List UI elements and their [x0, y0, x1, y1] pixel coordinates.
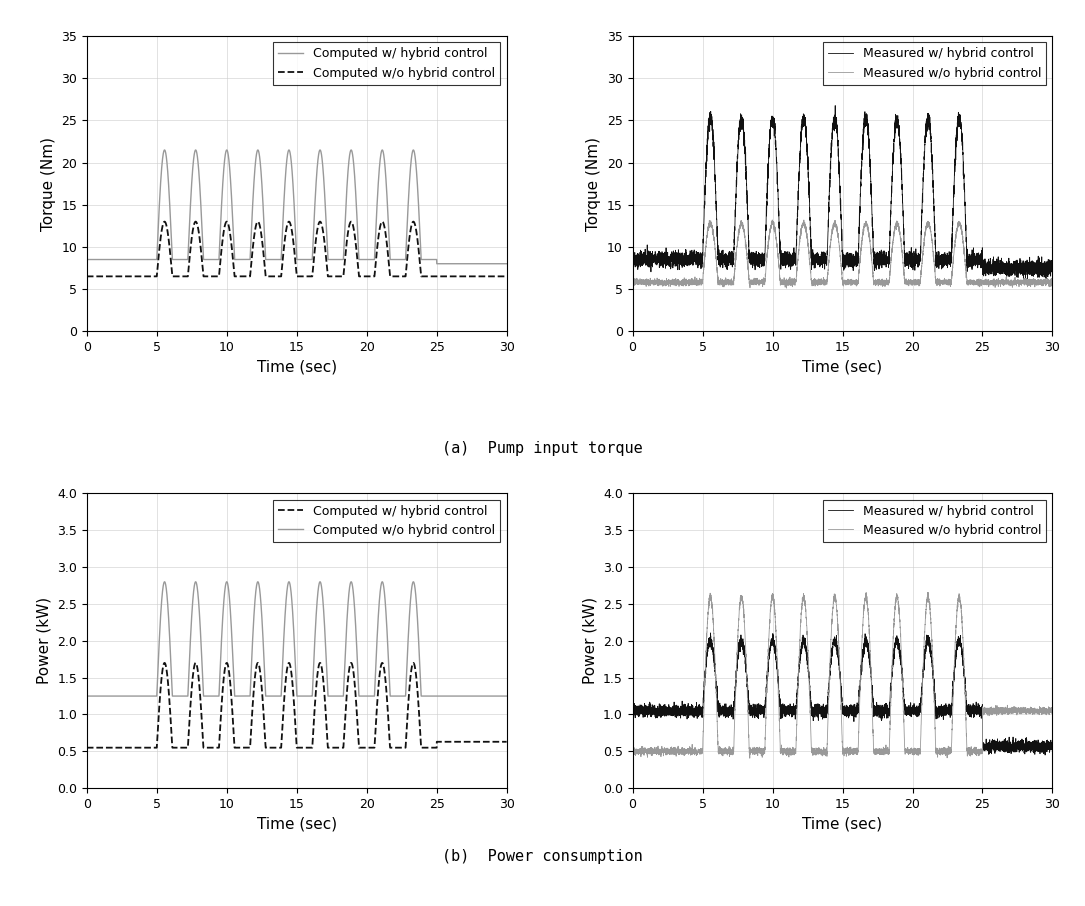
Computed w/o hybrid control: [182, 671, 195, 682]
Computed w/o hybrid control: [268, 690, 281, 701]
Computed w/o hybrid control: [178, 690, 191, 701]
Computed w/o hybrid control: [500, 690, 513, 701]
Computed w/o hybrid control: [268, 271, 281, 282]
Measured w/o hybrid control: [780, 283, 793, 294]
Measured w/ hybrid control: [814, 707, 827, 718]
Computed w/ hybrid control: [182, 728, 195, 739]
Measured w/o hybrid control: [724, 743, 737, 754]
X-axis label: Time (sec): Time (sec): [803, 360, 882, 374]
Measured w/ hybrid control: [626, 702, 639, 713]
Computed w/o hybrid control: [80, 690, 93, 701]
Measured w/o hybrid control: [814, 745, 827, 756]
Measured w/ hybrid control: [728, 227, 741, 238]
Computed w/ hybrid control: [239, 742, 252, 753]
Computed w/ hybrid control: [180, 254, 193, 265]
Line: Computed w/ hybrid control: Computed w/ hybrid control: [87, 150, 507, 264]
Computed w/ hybrid control: [239, 254, 252, 265]
Computed w/ hybrid control: [431, 258, 444, 269]
Computed w/ hybrid control: [268, 254, 281, 265]
Line: Measured w/o hybrid control: Measured w/o hybrid control: [633, 593, 1052, 758]
Text: (b)  Power consumption: (b) Power consumption: [442, 849, 643, 863]
Measured w/ hybrid control: [784, 704, 797, 715]
Line: Computed w/o hybrid control: Computed w/o hybrid control: [87, 222, 507, 276]
Measured w/o hybrid control: [726, 746, 739, 757]
Measured w/o hybrid control: [743, 753, 756, 764]
Line: Measured w/ hybrid control: Measured w/ hybrid control: [633, 633, 1052, 755]
Measured w/ hybrid control: [728, 693, 741, 704]
Measured w/ hybrid control: [1039, 274, 1052, 284]
Computed w/o hybrid control: [178, 271, 191, 282]
Line: Computed w/ hybrid control: Computed w/ hybrid control: [87, 663, 507, 747]
Computed w/o hybrid control: [182, 262, 195, 273]
Measured w/ hybrid control: [724, 254, 737, 265]
Measured w/ hybrid control: [829, 101, 842, 111]
Legend: Computed w/ hybrid control, Computed w/o hybrid control: Computed w/ hybrid control, Computed w/o…: [273, 43, 500, 85]
Computed w/ hybrid control: [497, 737, 510, 747]
Measured w/ hybrid control: [704, 628, 717, 639]
Computed w/o hybrid control: [180, 271, 193, 282]
Computed w/ hybrid control: [252, 145, 265, 156]
Computed w/ hybrid control: [80, 254, 93, 265]
Computed w/o hybrid control: [80, 271, 93, 282]
Computed w/o hybrid control: [497, 690, 510, 701]
Computed w/o hybrid control: [239, 271, 252, 282]
Measured w/o hybrid control: [1046, 705, 1059, 716]
Measured w/ hybrid control: [1043, 259, 1056, 270]
Measured w/ hybrid control: [1046, 737, 1059, 748]
Legend: Computed w/ hybrid control, Computed w/o hybrid control: Computed w/ hybrid control, Computed w/o…: [273, 499, 500, 542]
Computed w/o hybrid control: [252, 217, 265, 227]
Measured w/o hybrid control: [626, 746, 639, 757]
Y-axis label: Power (kW): Power (kW): [583, 597, 598, 684]
Measured w/o hybrid control: [815, 276, 828, 287]
Computed w/o hybrid control: [252, 576, 265, 587]
Measured w/ hybrid control: [726, 262, 739, 273]
Computed w/o hybrid control: [497, 271, 510, 282]
Measured w/o hybrid control: [626, 278, 639, 289]
Measured w/ hybrid control: [1038, 749, 1051, 760]
Legend: Measured w/ hybrid control, Measured w/o hybrid control: Measured w/ hybrid control, Measured w/o…: [822, 43, 1046, 85]
Measured w/o hybrid control: [784, 277, 797, 288]
Computed w/ hybrid control: [180, 742, 193, 753]
Legend: Measured w/ hybrid control, Measured w/o hybrid control: Measured w/ hybrid control, Measured w/o…: [822, 499, 1046, 542]
Computed w/o hybrid control: [239, 690, 252, 701]
X-axis label: Time (sec): Time (sec): [803, 816, 882, 832]
Measured w/o hybrid control: [784, 745, 797, 756]
Computed w/ hybrid control: [182, 236, 195, 246]
Measured w/ hybrid control: [814, 251, 827, 262]
Computed w/o hybrid control: [180, 690, 193, 701]
Y-axis label: Torque (Nm): Torque (Nm): [587, 137, 601, 231]
Measured w/ hybrid control: [724, 704, 737, 715]
Line: Computed w/o hybrid control: Computed w/o hybrid control: [87, 582, 507, 696]
Line: Measured w/ hybrid control: Measured w/ hybrid control: [633, 106, 1052, 279]
Computed w/ hybrid control: [178, 254, 191, 265]
Y-axis label: Power (kW): Power (kW): [37, 597, 51, 684]
Computed w/ hybrid control: [268, 742, 281, 753]
Measured w/ hybrid control: [726, 708, 739, 719]
Measured w/o hybrid control: [797, 215, 810, 226]
Measured w/ hybrid control: [1043, 739, 1056, 750]
Computed w/ hybrid control: [497, 258, 510, 269]
X-axis label: Time (sec): Time (sec): [257, 360, 336, 374]
Line: Measured w/o hybrid control: Measured w/o hybrid control: [633, 220, 1052, 288]
Measured w/o hybrid control: [726, 276, 739, 287]
X-axis label: Time (sec): Time (sec): [257, 816, 336, 832]
Measured w/o hybrid control: [1046, 278, 1059, 289]
Measured w/o hybrid control: [1043, 709, 1056, 720]
Computed w/ hybrid control: [500, 737, 513, 747]
Measured w/o hybrid control: [921, 587, 934, 598]
Text: (a)  Pump input torque: (a) Pump input torque: [442, 441, 643, 456]
Measured w/o hybrid control: [728, 722, 741, 733]
Computed w/o hybrid control: [500, 271, 513, 282]
Computed w/ hybrid control: [500, 258, 513, 269]
Measured w/o hybrid control: [724, 277, 737, 288]
Measured w/ hybrid control: [626, 252, 639, 263]
Computed w/ hybrid control: [252, 658, 265, 669]
Measured w/ hybrid control: [1046, 267, 1059, 278]
Y-axis label: Torque (Nm): Torque (Nm): [40, 137, 55, 231]
Measured w/o hybrid control: [728, 268, 741, 279]
Measured w/o hybrid control: [1043, 282, 1056, 293]
Computed w/ hybrid control: [80, 742, 93, 753]
Measured w/ hybrid control: [784, 253, 797, 264]
Computed w/ hybrid control: [178, 742, 191, 753]
